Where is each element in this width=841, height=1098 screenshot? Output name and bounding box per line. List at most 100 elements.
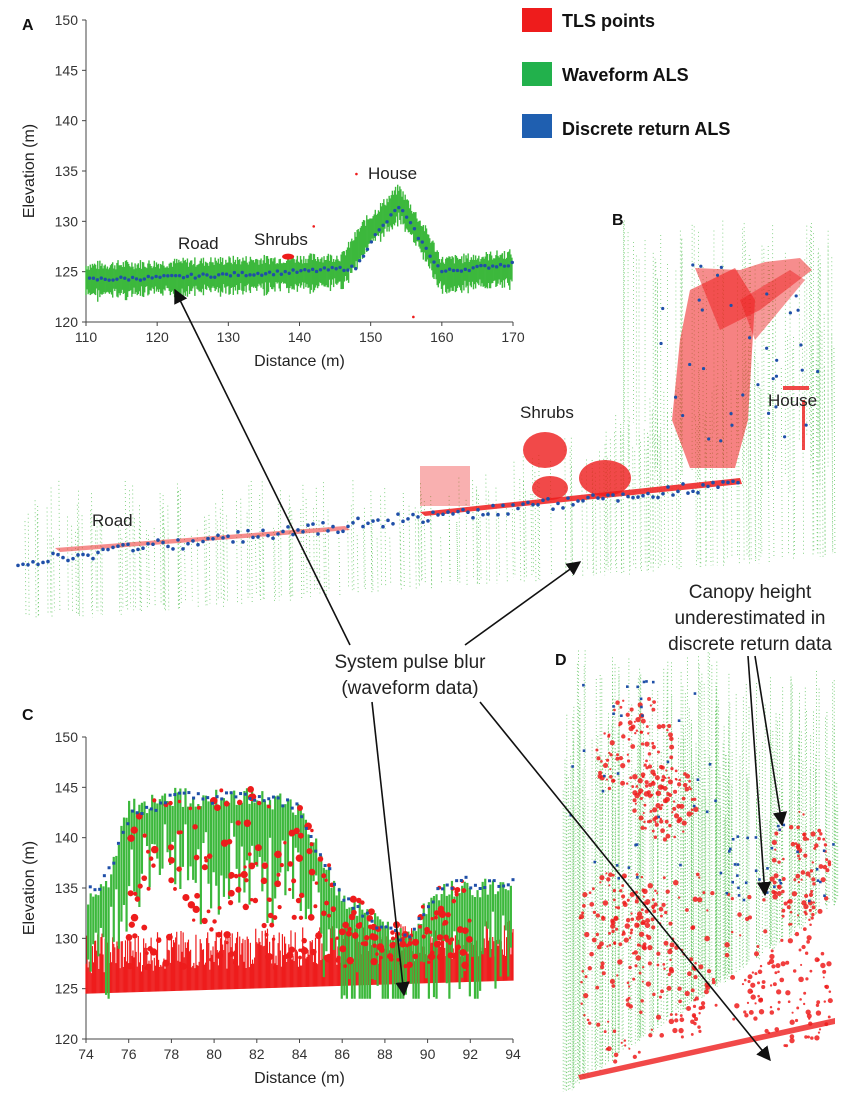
panel-b-waveform-column bbox=[652, 410, 654, 564]
panel-c-tls-point bbox=[406, 961, 413, 968]
panel-a-y-tick-label: 125 bbox=[55, 264, 79, 280]
panel-d-tls-point bbox=[605, 758, 610, 762]
panel-b-discrete-point bbox=[536, 502, 540, 507]
panel-c-discrete-point bbox=[469, 886, 473, 890]
panel-d-discrete-point bbox=[765, 891, 769, 894]
panel-d-discrete-point bbox=[617, 876, 621, 880]
panel-d-tls-point bbox=[640, 772, 646, 778]
panel-d-tls-point bbox=[599, 881, 602, 884]
panel-b-waveform-column bbox=[479, 517, 482, 579]
panel-d-tls-point bbox=[608, 931, 611, 935]
panel-a-discrete-point bbox=[463, 267, 468, 272]
panel-a-discrete-point bbox=[451, 268, 456, 273]
panel-a-discrete-point bbox=[150, 276, 154, 280]
panel-d-tls-point bbox=[673, 789, 678, 794]
panel-b-discrete-point bbox=[626, 494, 630, 499]
panel-d-tls-point bbox=[817, 828, 822, 833]
panel-d-tls-point bbox=[796, 843, 801, 848]
panel-d-tls-point bbox=[756, 945, 760, 948]
panel-b-discrete-point bbox=[765, 292, 769, 296]
panel-a-discrete-point bbox=[256, 271, 260, 276]
panel-b-discrete-point bbox=[291, 532, 295, 537]
panel-d-tls-point bbox=[609, 740, 615, 746]
panel-b-waveform-column bbox=[402, 492, 405, 587]
panel-b-discrete-point bbox=[715, 273, 720, 277]
panel-b-waveform-column bbox=[430, 496, 433, 587]
panel-b-label-road: Road bbox=[92, 511, 133, 530]
legend-swatch-waveform bbox=[522, 62, 552, 86]
panel-b-discrete-point bbox=[741, 393, 745, 397]
panel-c-tls-point bbox=[156, 937, 162, 943]
panel-d-tls-point bbox=[771, 839, 777, 846]
panel-d-tls-point bbox=[614, 906, 618, 909]
panel-b-waveform-column bbox=[571, 466, 573, 577]
panel-d-tls-point bbox=[635, 729, 639, 733]
panel-b-discrete-point bbox=[436, 513, 440, 517]
panel-d-tls-point bbox=[694, 961, 697, 965]
panel-b-waveform-column bbox=[448, 519, 451, 580]
panel-d-tls-point bbox=[782, 857, 785, 861]
panel-b-waveform-column bbox=[134, 518, 136, 609]
panel-c-tls-point bbox=[298, 955, 302, 960]
panel-b-discrete-point bbox=[491, 503, 495, 508]
panel-b-discrete-point bbox=[221, 536, 225, 540]
panel-d-discrete-point bbox=[693, 692, 697, 695]
panel-a-discrete-point bbox=[455, 268, 460, 273]
panel-a-discrete-point bbox=[299, 268, 303, 273]
panel-d-tls-point bbox=[789, 1034, 795, 1039]
panel-d-tls-point bbox=[654, 889, 657, 892]
panel-d-tls-point bbox=[655, 1014, 662, 1020]
panel-d-tls-point bbox=[583, 993, 589, 999]
panel-b-discrete-point bbox=[161, 540, 165, 545]
panel-d-tls-point bbox=[652, 909, 657, 914]
panel-d-tls-point bbox=[822, 976, 825, 979]
panel-b-waveform-column bbox=[645, 449, 648, 573]
panel-b-waveform-column bbox=[498, 513, 500, 578]
panel-d-tls-point bbox=[631, 785, 635, 788]
panel-d-tls-point bbox=[800, 878, 803, 881]
panel-c-tls-point bbox=[276, 872, 281, 877]
panel-d-tls-point bbox=[632, 808, 637, 813]
panel-b-waveform-column bbox=[634, 451, 637, 571]
panel-c-tls-point bbox=[433, 910, 440, 916]
panel-c-discrete-point bbox=[473, 883, 477, 887]
panel-d-tls-point bbox=[618, 721, 623, 726]
panel-d-discrete-point bbox=[627, 866, 631, 869]
panel-c-profile-chart: 74 76 78 80 82 84 86 88 90 92 94 120 125 130 135 140 145… bbox=[21, 729, 521, 1087]
panel-c-tls-point bbox=[252, 897, 259, 904]
panel-d-tls-point bbox=[626, 981, 630, 985]
panel-d-discrete-point bbox=[593, 860, 597, 864]
panel-b-discrete-point bbox=[796, 308, 800, 312]
panel-d-tls-point bbox=[644, 780, 649, 785]
panel-b-waveform-column bbox=[362, 529, 365, 588]
panel-b-discrete-point bbox=[666, 485, 670, 489]
panel-a-discrete-point bbox=[373, 232, 377, 237]
panel-c-discrete-point bbox=[365, 911, 369, 915]
panel-c-tls-point bbox=[455, 944, 461, 950]
panel-c-tls-point bbox=[168, 800, 173, 806]
panel-b-waveform-column bbox=[376, 538, 379, 592]
panel-c-tls-point bbox=[467, 918, 472, 923]
panel-c-tls-point bbox=[461, 961, 469, 969]
panel-d-tls-point bbox=[688, 779, 691, 783]
panel-d-tls-point bbox=[608, 944, 612, 947]
panel-d-tls-point bbox=[793, 878, 797, 882]
panel-d-tls-point bbox=[635, 785, 639, 788]
panel-d-tls-point bbox=[761, 985, 766, 990]
panel-c-tls-point bbox=[355, 922, 363, 929]
panel-b-discrete-point bbox=[561, 506, 565, 510]
panel-d-discrete-point bbox=[779, 881, 783, 885]
panel-d-tls-point bbox=[613, 916, 618, 921]
panel-c-tls-point bbox=[317, 856, 324, 862]
panel-d-tls-point bbox=[620, 762, 626, 769]
panel-d-tls-point bbox=[595, 913, 600, 918]
panel-c-tls-point bbox=[346, 956, 354, 965]
panel-c-tls-point bbox=[272, 915, 278, 921]
panel-c-y-tick-label: 140 bbox=[55, 830, 79, 846]
panel-d-tls-point bbox=[732, 1017, 736, 1021]
panel-b-discrete-point bbox=[616, 499, 620, 503]
panel-a-discrete-point bbox=[420, 240, 424, 244]
panel-a-discrete-point bbox=[346, 268, 350, 272]
panel-b-discrete-point bbox=[783, 435, 787, 439]
panel-d-tls-point bbox=[711, 980, 716, 985]
